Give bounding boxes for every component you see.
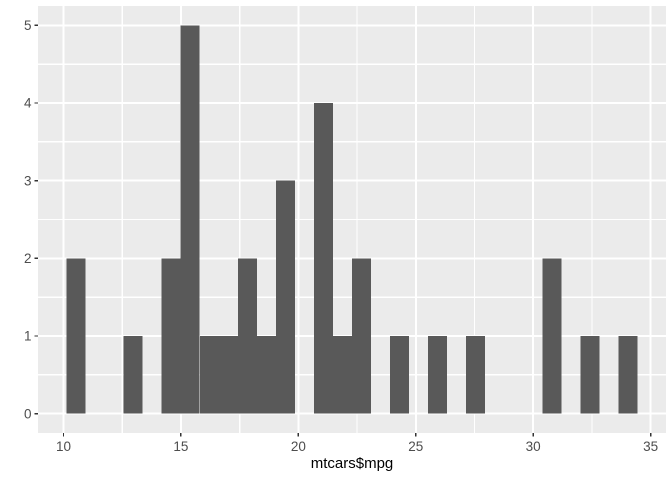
y-tick-label: 5	[24, 18, 32, 33]
histogram-bar	[428, 335, 448, 414]
histogram-bar	[580, 335, 600, 414]
histogram-bar	[332, 335, 352, 414]
x-tick-label: 10	[56, 439, 71, 454]
x-tick-label: 35	[643, 439, 658, 454]
histogram-bar	[123, 335, 143, 414]
x-axis-title: mtcars$mpg	[311, 455, 394, 472]
y-tick-label: 0	[24, 406, 32, 421]
x-tick-label: 25	[408, 439, 423, 454]
histogram-bar	[199, 335, 219, 414]
x-tick-label: 20	[291, 439, 306, 454]
histogram-bar	[237, 258, 257, 414]
histogram-bar	[275, 180, 295, 414]
histogram-bar	[390, 335, 410, 414]
y-tick-label: 1	[24, 329, 32, 344]
x-axis-tick-labels: 10 15 20 25 30 35	[56, 439, 658, 454]
histogram-bar	[542, 258, 562, 414]
y-tick-label: 3	[24, 173, 32, 188]
x-tick-label: 30	[526, 439, 541, 454]
axis-tick-marks	[34, 24, 652, 437]
y-axis-tick-labels: 0 1 2 3 4 5	[24, 18, 32, 421]
histogram-bar	[313, 103, 333, 414]
histogram-bar	[351, 258, 372, 414]
histogram-bar	[161, 258, 181, 414]
y-tick-label: 4	[24, 96, 32, 111]
histogram-bar	[218, 335, 238, 414]
histogram-bar	[180, 25, 200, 414]
histogram-bars	[66, 25, 638, 414]
histogram-bar	[466, 335, 486, 414]
histogram-bar	[256, 335, 276, 414]
histogram-bar	[618, 335, 638, 414]
x-tick-label: 15	[173, 439, 188, 454]
y-tick-label: 2	[24, 251, 32, 266]
histogram-bar	[66, 258, 86, 414]
